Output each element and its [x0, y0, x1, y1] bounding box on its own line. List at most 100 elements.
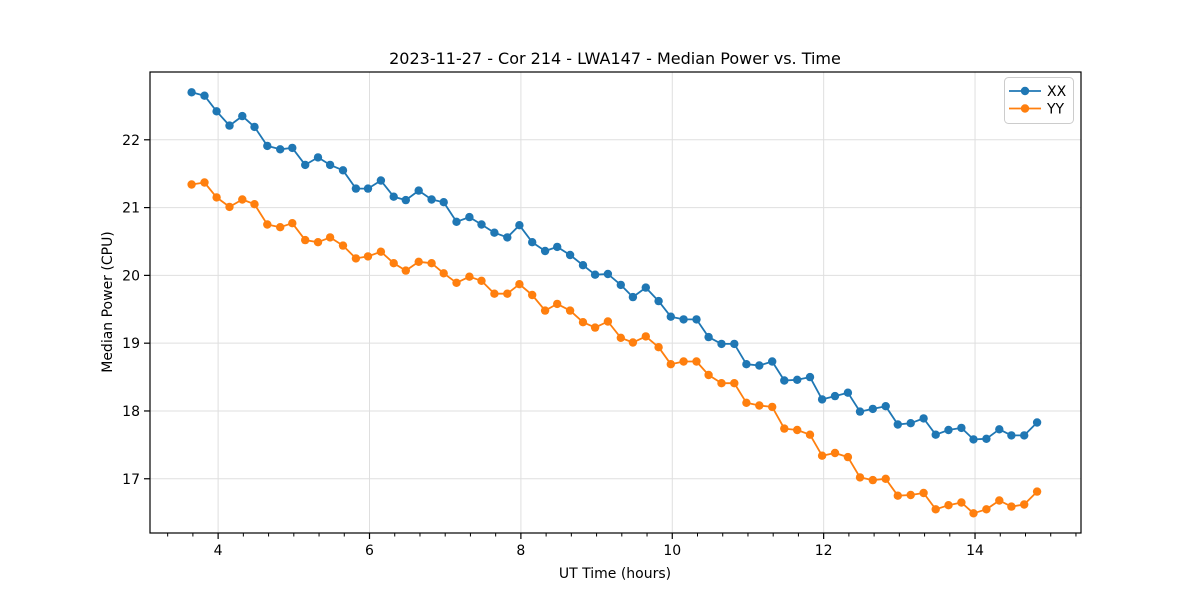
chart-title: 2023-11-27 - Cor 214 - LWA147 - Median P…	[389, 49, 841, 68]
x-tick-label: 6	[365, 543, 374, 559]
series-XX-point	[313, 153, 323, 162]
series-YY-point	[1032, 487, 1042, 496]
series-YY-point	[666, 360, 675, 369]
series-XX-point	[742, 360, 751, 369]
series-XX-point	[666, 312, 675, 321]
series-YY-point	[414, 257, 423, 266]
series-XX-point	[376, 176, 386, 185]
series-YY-point	[250, 200, 259, 209]
series-YY-point	[338, 241, 348, 250]
series-XX-point	[919, 414, 928, 423]
legend-marker-XX	[1020, 86, 1030, 96]
series-YY-point	[730, 379, 739, 388]
series-YY-point	[931, 505, 940, 514]
series-YY-point	[465, 272, 474, 281]
x-tick-label: 10	[663, 543, 681, 559]
series-YY-point	[325, 233, 335, 242]
series-YY-point	[376, 247, 386, 256]
series-XX-point	[755, 361, 764, 370]
series-YY-point	[843, 452, 853, 462]
series-YY-point	[401, 266, 410, 275]
series-XX-point	[969, 435, 978, 444]
series-XX-point	[540, 246, 550, 256]
x-tick-label: 14	[966, 543, 984, 559]
series-XX-point	[250, 122, 259, 132]
series-XX-point	[881, 402, 890, 411]
series-YY-point	[704, 370, 713, 380]
series-XX-point	[212, 107, 221, 116]
series-YY-point	[893, 491, 902, 500]
series-YY-point	[503, 289, 512, 298]
series-YY-point	[641, 332, 650, 341]
series-XX-point	[288, 143, 297, 153]
plot-background	[150, 72, 1081, 533]
series-XX-point	[1007, 431, 1016, 440]
series-YY-point	[780, 424, 789, 433]
series-YY-point	[603, 317, 613, 326]
series-YY-point	[288, 219, 297, 228]
series-XX-point	[238, 111, 247, 121]
series-XX-point	[1032, 418, 1042, 427]
series-XX-point	[654, 296, 663, 306]
series-YY-point	[427, 259, 436, 268]
series-YY-point	[805, 430, 815, 439]
plot-area: 4 6 8 10 12 14 17 18 19 20 21 22 XX YY	[122, 71, 1082, 559]
series-XX-point	[578, 261, 588, 270]
series-XX-point	[363, 184, 373, 193]
series-YY-point	[906, 490, 915, 500]
y-tick-label: 21	[122, 201, 140, 217]
series-XX-point	[855, 407, 865, 416]
series-XX-point	[276, 145, 285, 154]
series-YY-point	[717, 379, 726, 388]
y-tick-label: 18	[122, 404, 140, 420]
x-tick-label: 12	[815, 543, 833, 559]
series-YY-point	[590, 323, 600, 332]
series-XX-point	[982, 434, 991, 443]
series-YY-point	[225, 202, 234, 212]
series-YY-point	[528, 290, 537, 300]
series-XX-point	[931, 430, 940, 439]
series-XX-point	[528, 238, 537, 247]
y-tick-label: 20	[122, 268, 140, 284]
series-XX-point	[401, 195, 410, 205]
series-XX-point	[263, 141, 272, 151]
series-YY-point	[654, 343, 663, 352]
legend-label-YY: YY	[1046, 102, 1065, 118]
series-YY-point	[768, 402, 777, 412]
series-XX-point	[793, 375, 802, 384]
series-YY-point	[200, 178, 209, 187]
series-YY-point	[679, 357, 688, 366]
series-XX-point	[780, 376, 789, 385]
series-XX-point	[477, 220, 486, 229]
series-YY-point	[477, 276, 486, 285]
series-YY-point	[363, 252, 373, 261]
series-XX-point	[338, 166, 348, 175]
series-YY-point	[755, 401, 764, 410]
series-XX-point	[414, 186, 423, 195]
series-XX-point	[452, 217, 461, 226]
series-XX-point	[817, 395, 827, 404]
series-YY-point	[830, 448, 840, 458]
series-YY-point	[313, 238, 323, 247]
series-XX-point	[515, 221, 524, 230]
series-YY-point	[212, 193, 221, 202]
legend-label-XX: XX	[1047, 84, 1067, 100]
series-XX-point	[465, 212, 474, 222]
series-XX-point	[553, 242, 562, 252]
series-YY-point	[263, 220, 272, 229]
series-YY-point	[553, 299, 562, 309]
series-YY-point	[439, 269, 448, 278]
series-YY-point	[868, 475, 877, 485]
series-XX-point	[427, 195, 436, 204]
series-YY-point	[969, 509, 978, 518]
legend-marker-YY	[1020, 104, 1030, 113]
series-YY-point	[995, 496, 1004, 505]
series-XX-point	[301, 160, 310, 170]
series-YY-point	[187, 180, 196, 189]
series-XX-point	[628, 292, 638, 302]
series-XX-point	[351, 184, 361, 193]
series-YY-point	[540, 306, 550, 315]
series-XX-point	[830, 391, 840, 401]
